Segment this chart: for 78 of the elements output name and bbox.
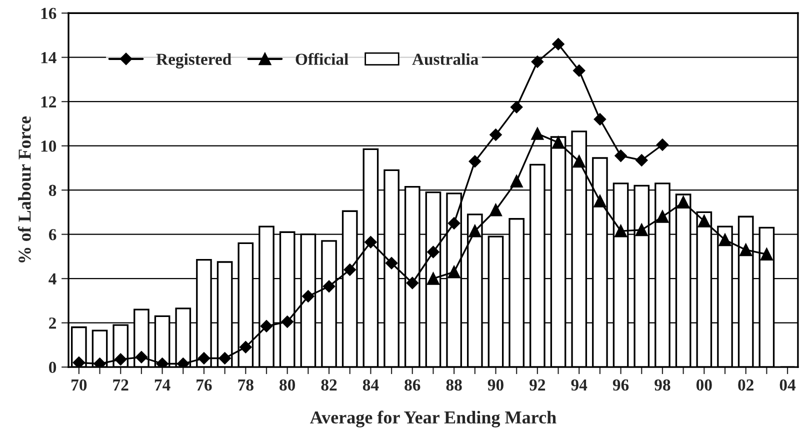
point [614,150,627,162]
point [448,266,460,278]
point [552,38,564,50]
point [531,56,544,68]
point [135,351,148,364]
y-tick-label: 4 [48,273,56,284]
y-tick-label: 10 [41,140,56,152]
x-tick-label: 98 [654,379,670,391]
point [177,358,190,368]
x-tick-label: 94 [571,379,588,391]
x-axis-title: Average for Year Ending March [310,410,556,428]
point [490,128,502,141]
point [302,290,314,302]
point [218,352,231,364]
point [573,64,586,77]
point [572,155,586,168]
point [260,320,273,332]
x-tick-label: 88 [446,379,462,391]
point [322,280,336,292]
point [156,358,168,368]
point [698,214,710,228]
x-tick-label: 02 [738,379,754,391]
point [510,101,523,114]
point [760,248,773,260]
x-tick-label: 80 [280,379,296,391]
point [656,210,669,223]
x-tick-label: 78 [238,379,254,391]
y-tick-label: 16 [41,8,56,20]
point [344,264,356,276]
point [614,224,628,238]
y-axis-title: % of Labour Force [18,116,31,262]
point [426,272,440,285]
x-tick-label: 70 [72,379,87,391]
legend-label: Official [296,53,348,65]
point [552,136,565,149]
point [740,244,752,256]
point [636,154,648,166]
y-tick-label: 6 [48,229,56,240]
point [406,276,418,290]
x-tick-label: 72 [113,379,128,390]
x-tick-label: 84 [362,379,379,391]
point [531,127,544,140]
point [594,194,606,208]
x-tick-label: 92 [530,379,546,391]
point [281,316,294,328]
point [468,224,482,238]
legend-label: Australia [412,53,478,65]
x-tick-label: 90 [488,379,504,391]
x-tick-label: 00 [696,379,712,391]
point [240,341,252,354]
legend-label: Registered [156,53,232,68]
point [114,353,127,366]
y-tick-label: 0 [49,362,56,374]
x-tick-label: 82 [321,379,337,391]
point [677,196,690,209]
point [656,138,669,151]
point [385,257,398,270]
point [468,155,482,168]
point [635,224,648,236]
y-tick-label: 14 [41,52,56,64]
x-tick-label: 76 [196,379,212,391]
x-tick-label: 04 [780,379,796,391]
x-tick-label: 86 [404,379,420,391]
y-tick-label: 2 [49,318,56,329]
point [72,356,86,368]
point [718,234,732,246]
point [427,246,440,258]
y-tick-label: 12 [41,96,56,108]
y-tick-label: 8 [48,184,56,196]
point [594,113,606,126]
point [489,204,502,216]
x-tick-label: 96 [612,379,629,391]
x-tick-label: 74 [154,379,170,390]
point [94,358,106,368]
point [448,217,460,230]
point [198,352,210,364]
point [510,174,523,188]
point [364,236,377,248]
